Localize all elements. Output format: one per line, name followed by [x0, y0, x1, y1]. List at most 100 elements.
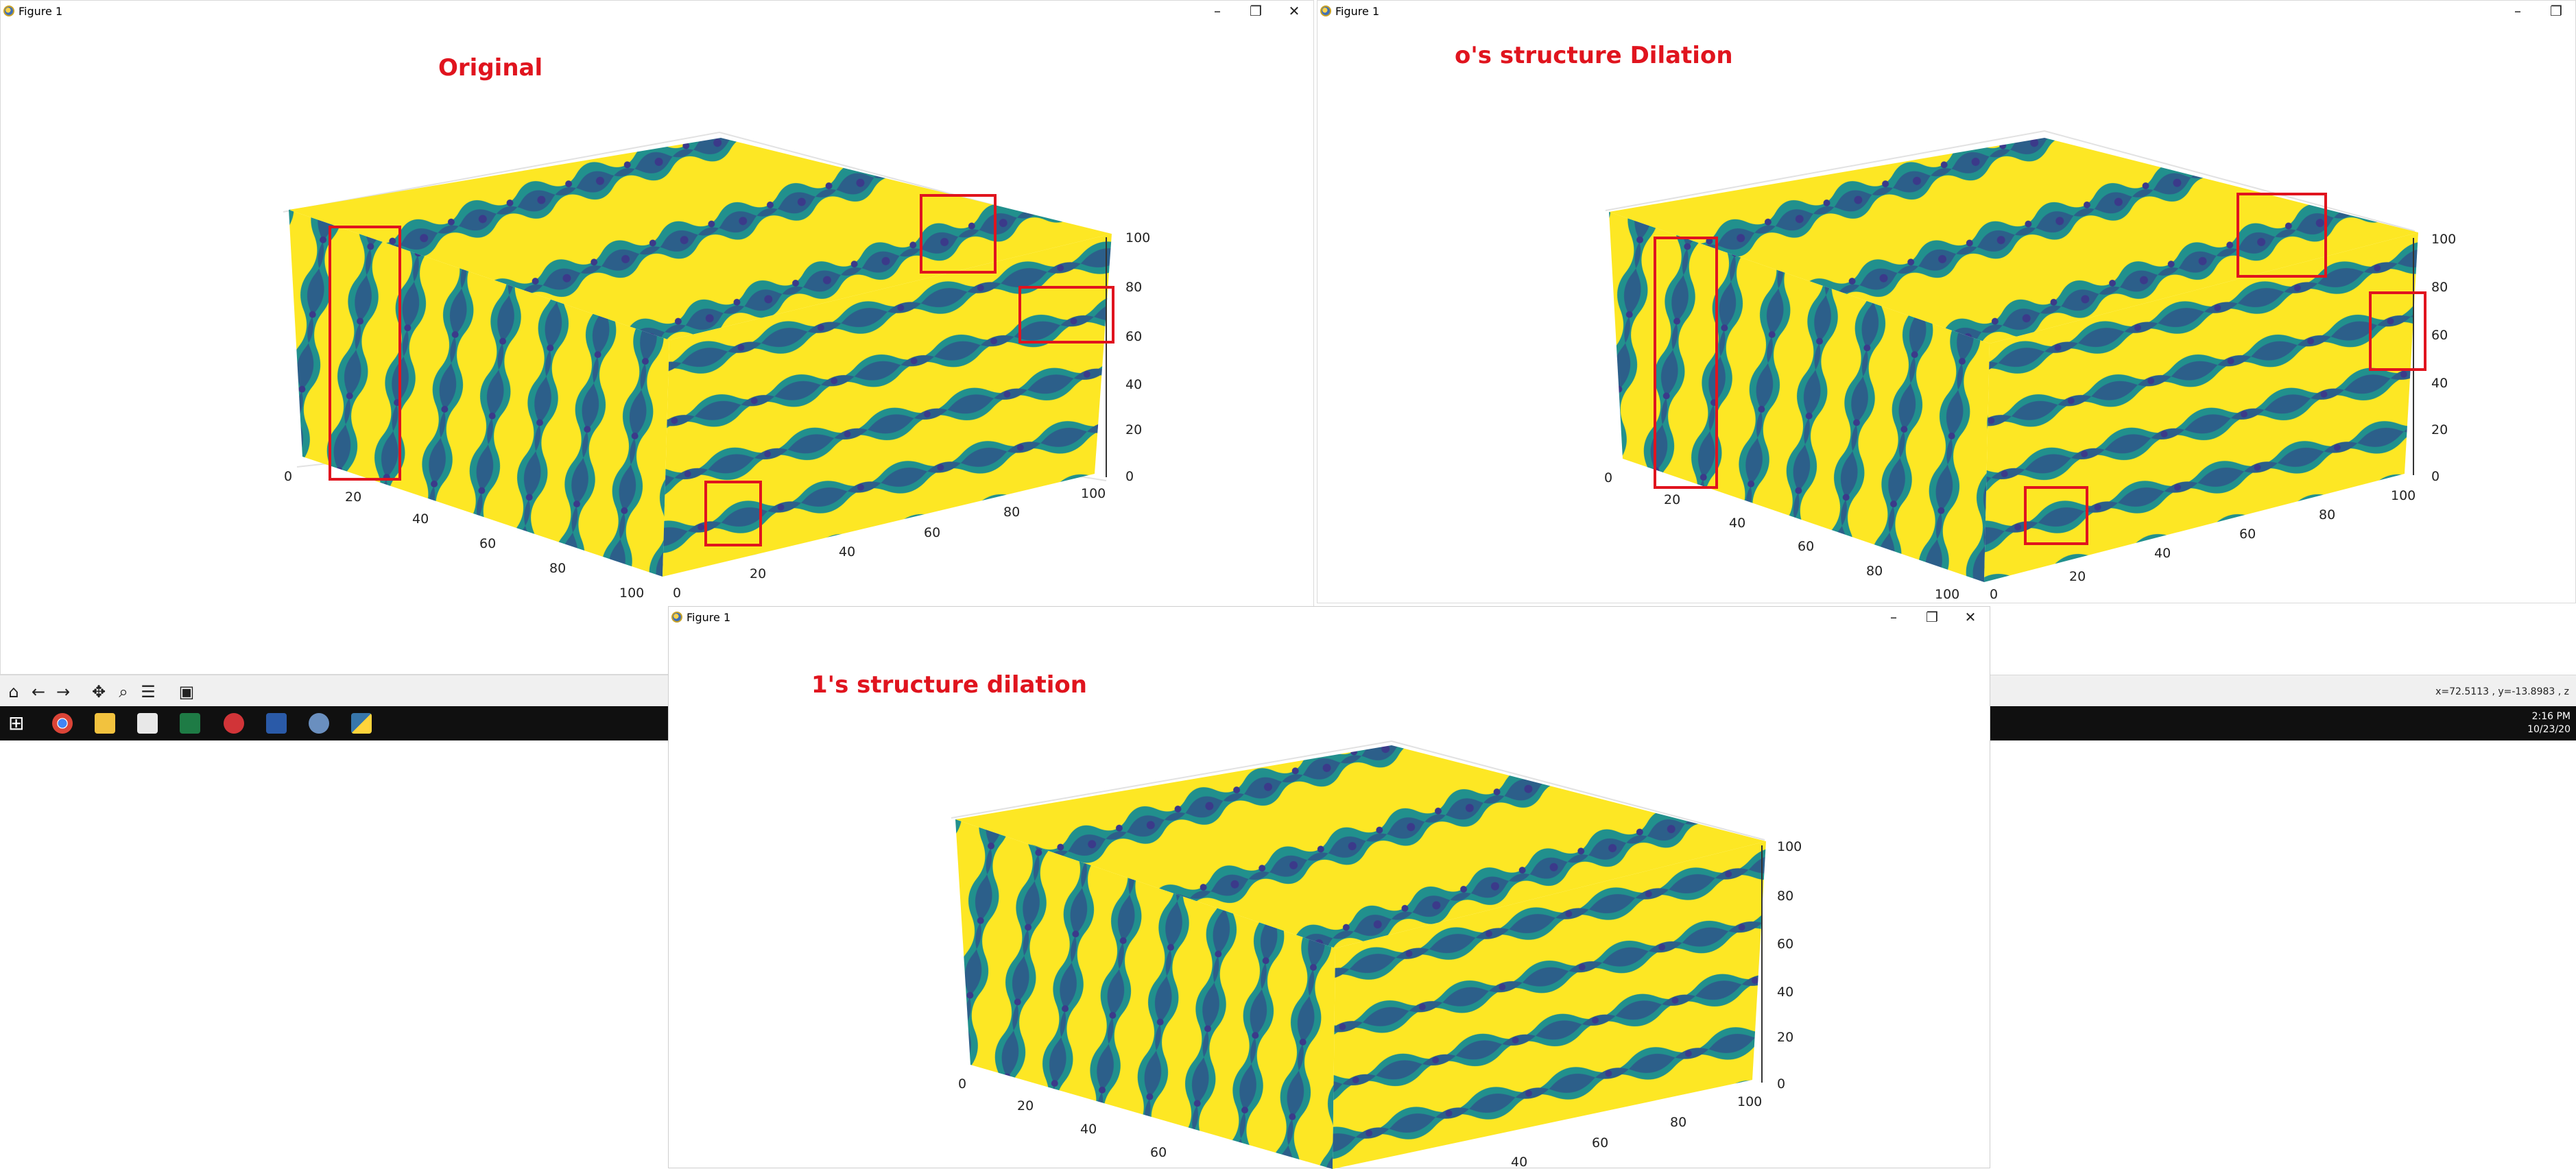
axis-tick-label: 0: [1604, 470, 1612, 485]
cube-left-face: [955, 819, 1335, 1169]
maximize-button[interactable]: ❐: [1250, 3, 1262, 19]
axis-tick-label: 80: [1003, 505, 1020, 520]
back-arrow-icon[interactable]: ←: [31, 682, 46, 701]
highlight-box: [1654, 237, 1718, 489]
axis-tick-label: 80: [2319, 507, 2335, 522]
voxel-plot-one-dilation[interactable]: 100 80 60 40 20 0 0 20 40 60 40 60 80 10…: [669, 607, 1991, 1169]
close-button[interactable]: ✕: [1964, 609, 1977, 625]
axis-tick-label: 100: [1737, 1094, 1762, 1109]
maximize-button[interactable]: ❐: [1926, 609, 1938, 625]
cube-left-face: [289, 210, 669, 577]
axis-tick-label: 80: [1777, 889, 1793, 904]
python-figure-icon: [671, 612, 682, 623]
axis-tick-label: 40: [1080, 1122, 1097, 1137]
cursor-coordinates: x=72.5113 , y=-13.8983 , z: [2435, 686, 2569, 697]
cube-top-face: [289, 138, 1112, 340]
axis-tick-label: 0: [1990, 587, 1998, 602]
chrome-icon[interactable]: [52, 713, 73, 734]
window-title: Figure 1: [687, 610, 731, 624]
mail-icon[interactable]: [137, 713, 158, 734]
axis-tick-label: 60: [2431, 328, 2448, 343]
settings-app-icon[interactable]: [224, 713, 244, 734]
figure-window-one-dilation: Figure 1 – ❐ ✕ 1's structure dilation 10…: [668, 606, 1991, 1169]
window-title: Figure 1: [1335, 4, 1380, 18]
axis-tick-label: 100: [1777, 839, 1802, 854]
cube-right-face: [1984, 232, 2418, 582]
window-titlebar[interactable]: Figure 1 – ❐ ✕: [669, 607, 1990, 627]
minimize-button[interactable]: –: [1890, 609, 1897, 625]
highlight-box: [329, 226, 401, 481]
cube-right-face: [663, 234, 1112, 577]
axis-tick-label: 60: [924, 525, 940, 540]
pan-icon[interactable]: ✥: [91, 682, 106, 701]
cube-right-face: [1333, 841, 1766, 1169]
plot-title: 1's structure dilation: [811, 671, 1087, 699]
save-icon[interactable]: ▣: [178, 682, 195, 701]
axis-tick-label: 100: [1935, 587, 1959, 602]
axis-tick-label: 40: [412, 511, 429, 527]
axis-tick-label: 20: [1664, 492, 1680, 507]
axis-tick-label: 0: [1125, 469, 1134, 484]
axis-tick-label: 0: [1777, 1076, 1785, 1092]
axis-tick-label: 60: [1798, 539, 1814, 554]
axis-tick-label: 80: [1125, 280, 1142, 295]
configure-subplots-icon[interactable]: ☰: [141, 682, 156, 701]
powershell-icon[interactable]: [266, 713, 287, 734]
highlight-box: [1018, 286, 1114, 344]
plot-title: Original: [438, 54, 543, 82]
axis-tick-label: 0: [2431, 469, 2440, 484]
forward-arrow-icon[interactable]: →: [56, 682, 71, 701]
minimize-button[interactable]: –: [2514, 3, 2521, 19]
zoom-icon[interactable]: ⌕: [119, 682, 128, 701]
figure-window-original: Figure 1 – ❐ ✕ Original: [0, 0, 1314, 675]
axis-tick-label: 60: [1592, 1135, 1608, 1150]
figure-window-zero-dilation: Figure 1 – ❐ o's structure Dilation 100 …: [1317, 0, 2576, 603]
axis-tick-label: 100: [1125, 230, 1150, 245]
axis-tick-label: 0: [284, 469, 292, 484]
axis-tick-label: 0: [958, 1076, 966, 1092]
axis-tick-label: 100: [619, 586, 644, 601]
python-figure-icon: [3, 5, 14, 16]
python-icon[interactable]: [351, 713, 372, 734]
axis-tick-label: 100: [2431, 232, 2456, 247]
axis-tick-label: 20: [2069, 569, 2086, 584]
window-titlebar[interactable]: Figure 1 – ❐ ✕: [1, 1, 1313, 21]
axis-tick-label: 0: [673, 586, 681, 601]
highlight-box: [2237, 193, 2327, 278]
voxel-plot-original[interactable]: 100 80 60 40 20 0 0 20 40 60 80 100 0 20…: [1, 1, 1315, 675]
axis-tick-label: 80: [1670, 1115, 1686, 1130]
axis-tick-label: 60: [1777, 937, 1793, 952]
axis-tick-label: 40: [2154, 546, 2171, 561]
window-titlebar[interactable]: Figure 1 – ❐: [1317, 1, 2575, 21]
plot-title: o's structure Dilation: [1455, 42, 1733, 69]
axis-tick-label: 40: [1777, 985, 1793, 1000]
maximize-button[interactable]: ❐: [2550, 3, 2562, 19]
excel-icon[interactable]: [180, 713, 200, 734]
axis-tick-label: 40: [2431, 376, 2448, 391]
axis-tick-label: 60: [1125, 329, 1142, 344]
cube-top-face: [955, 745, 1766, 948]
home-icon[interactable]: ⌂: [8, 682, 19, 701]
file-explorer-icon[interactable]: [95, 713, 115, 734]
highlight-box: [920, 194, 997, 274]
start-button[interactable]: ⊞: [8, 712, 25, 734]
cube-left-face: [1609, 212, 1990, 582]
voxel-plot-zero-dilation[interactable]: 100 80 60 40 20 0 0 20 40 60 80 100 0 20…: [1317, 1, 2576, 604]
axis-tick-label: 20: [1017, 1098, 1034, 1113]
axis-tick-label: 20: [1125, 422, 1142, 437]
axis-tick-label: 80: [2431, 280, 2448, 295]
highlight-box: [2369, 291, 2426, 371]
minimize-button[interactable]: –: [1214, 3, 1221, 19]
axis-tick-label: 40: [1125, 377, 1142, 392]
close-button[interactable]: ✕: [1288, 3, 1300, 19]
axis-tick-label: 40: [1729, 516, 1745, 531]
axis-tick-label: 60: [479, 536, 496, 551]
axis-tick-label: 100: [1081, 486, 1106, 501]
axis-tick-label: 20: [750, 566, 766, 581]
system-clock[interactable]: 2:16 PM 10/23/20: [2527, 711, 2571, 735]
axis-tick-label: 60: [1150, 1145, 1167, 1160]
axis-tick-label: 80: [549, 561, 566, 576]
cube-top-face: [1609, 138, 2418, 344]
python-idle-icon[interactable]: [309, 713, 329, 734]
axis-tick-label: 100: [2391, 488, 2416, 503]
